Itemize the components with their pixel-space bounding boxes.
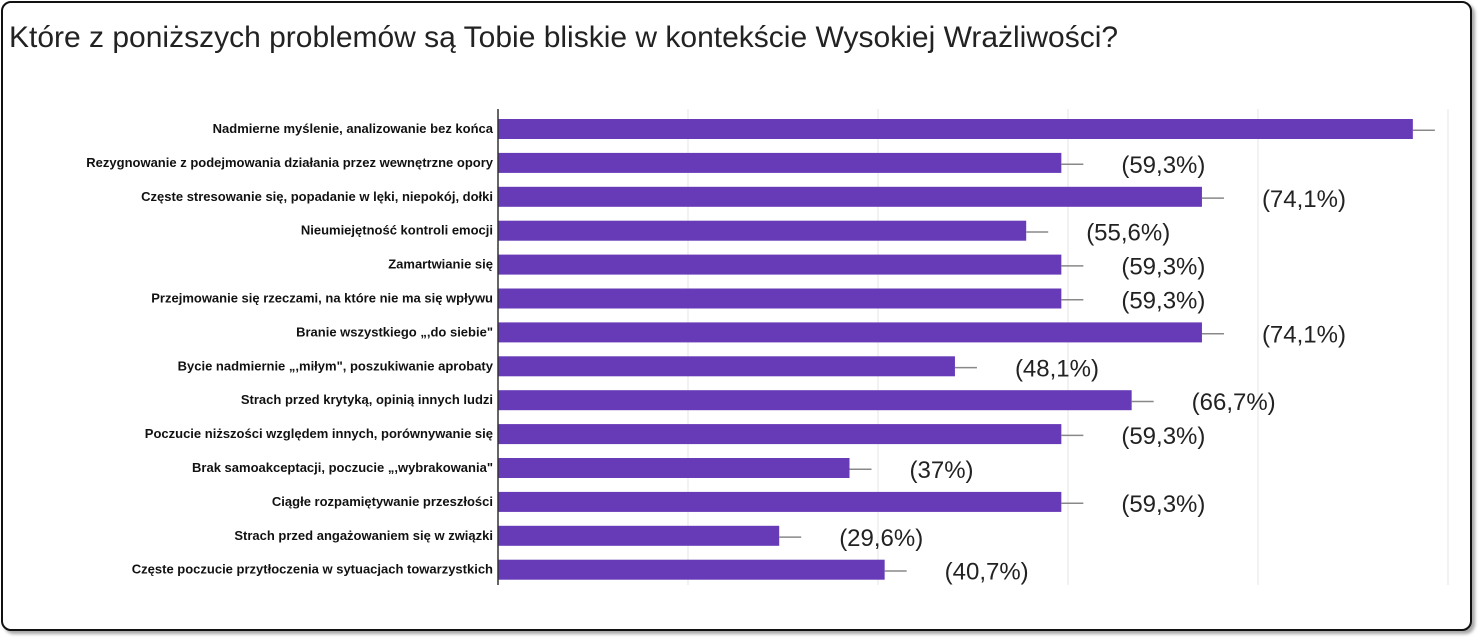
category-label: Częste poczucie przytłoczenia w sytuacja… — [132, 562, 493, 577]
category-label: Przejmowanie się rzeczami, na które nie … — [151, 291, 493, 306]
value-label: (40,7%) — [945, 559, 1029, 586]
bar — [498, 254, 1062, 275]
bar — [498, 559, 885, 580]
value-label: (59,3%) — [1121, 288, 1205, 315]
bar — [498, 491, 1062, 512]
bar — [498, 119, 1413, 139]
value-label: (59,3%) — [1121, 152, 1205, 179]
value-label: (55,6%) — [1086, 220, 1170, 247]
category-label: Brak samoakceptacji, poczucie „,wybrakow… — [192, 460, 493, 475]
category-label: Rezygnowanie z podejmowania działania pr… — [86, 155, 493, 170]
category-label: Bycie nadmiernie „,miłym", poszukiwanie … — [178, 358, 494, 373]
value-label: (29,6%) — [839, 525, 923, 552]
category-label: Poczucie niższości względem innych, poró… — [145, 426, 493, 441]
category-label: Zamartwianie się — [388, 257, 493, 272]
bar — [498, 322, 1202, 343]
chart-title: Które z poniższych problemów są Tobie bl… — [9, 21, 1119, 54]
bar — [498, 356, 955, 377]
bar — [498, 424, 1062, 445]
category-label: Częste stresowanie się, popadanie w lęki… — [141, 189, 493, 204]
bar — [498, 458, 850, 478]
bar — [498, 390, 1132, 411]
value-label: (59,3%) — [1121, 254, 1205, 281]
value-label: (48,1%) — [1015, 355, 1099, 382]
bar-chart: Nadmierne myślenie, analizowanie bez koń… — [86, 109, 1449, 586]
bar — [498, 186, 1202, 207]
category-label: Branie wszystkiego „,do siebie" — [296, 324, 493, 339]
category-label: Nadmierne myślenie, analizowanie bez koń… — [213, 121, 494, 136]
value-label: (66,7%) — [1192, 389, 1276, 416]
bar — [498, 152, 1062, 173]
value-label: (59,3%) — [1121, 423, 1205, 450]
bar — [498, 288, 1062, 309]
category-label: Ciągłe rozpamiętywanie przeszłości — [272, 494, 493, 509]
category-label: Nieumiejętność kontroli emocji — [301, 223, 493, 238]
value-label: (59,3%) — [1121, 491, 1205, 518]
category-label: Strach przed krytyką, opinią innych ludz… — [241, 392, 493, 407]
value-label: (74,1%) — [1262, 186, 1346, 213]
bar — [498, 525, 780, 546]
category-label: Strach przed angażowaniem się w związki — [234, 528, 493, 543]
value-label: (37%) — [910, 457, 974, 484]
bar — [498, 220, 1027, 241]
value-label: (74,1%) — [1262, 321, 1346, 348]
